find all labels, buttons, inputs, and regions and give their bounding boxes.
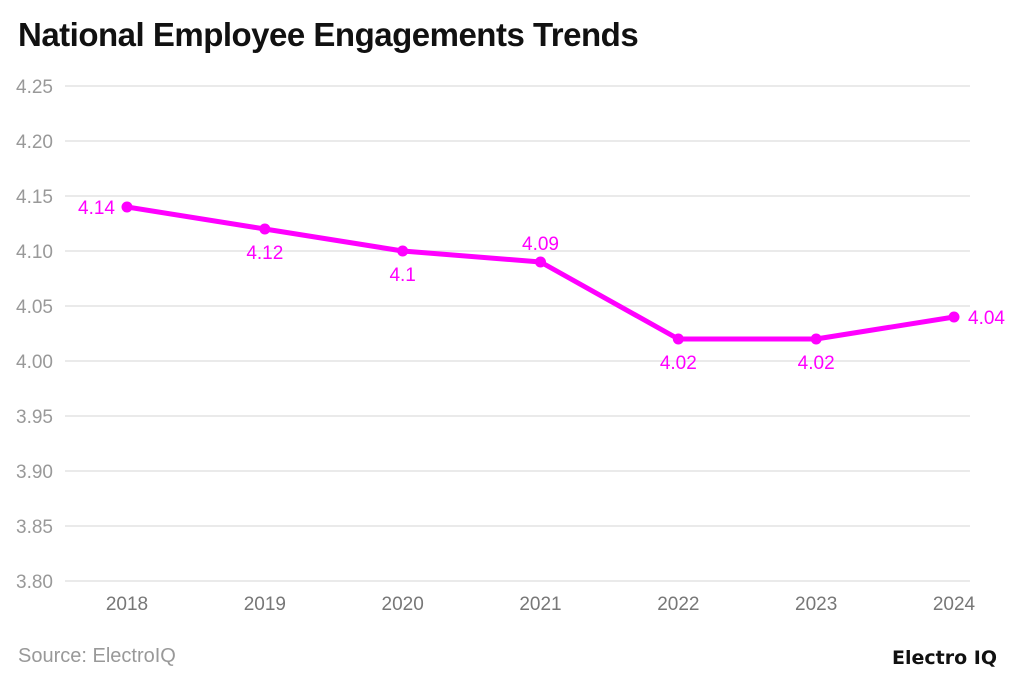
data-label: 4.12 <box>246 243 283 264</box>
x-tick-label: 2024 <box>933 594 976 615</box>
data-label: 4.04 <box>968 308 1005 329</box>
data-point <box>535 256 546 268</box>
y-tick-label: 4.20 <box>16 132 53 153</box>
x-tick-label: 2023 <box>795 594 837 615</box>
y-tick-label: 4.25 <box>16 77 53 98</box>
x-tick-label: 2018 <box>106 594 148 615</box>
chart-title: National Employee Engagements Trends <box>18 16 639 53</box>
data-label: 4.09 <box>522 234 559 255</box>
y-tick-label: 3.90 <box>16 462 53 483</box>
y-tick-label: 4.05 <box>16 297 53 318</box>
data-label: 4.02 <box>660 353 697 374</box>
y-tick-label: 3.85 <box>16 517 53 538</box>
source-note: Source: ElectroIQ <box>18 645 176 667</box>
electroiq-logo: Electro IQ <box>892 647 997 669</box>
y-tick-label: 4.15 <box>16 187 53 208</box>
y-tick-label: 3.95 <box>16 407 53 428</box>
y-tick-label: 4.10 <box>16 242 53 263</box>
x-tick-label: 2021 <box>519 594 561 615</box>
data-point <box>121 201 133 213</box>
data-point <box>672 333 684 345</box>
data-label: 4.14 <box>78 198 115 219</box>
x-tick-label: 2020 <box>382 594 424 615</box>
data-label: 4.1 <box>389 265 415 286</box>
data-point <box>397 245 409 257</box>
data-point <box>259 223 271 235</box>
x-tick-label: 2019 <box>244 594 286 615</box>
data-point <box>948 311 960 323</box>
series-line <box>126 204 955 342</box>
y-tick-label: 4.00 <box>16 352 53 373</box>
y-tick-label: 3.80 <box>16 572 53 593</box>
data-label: 4.02 <box>798 353 835 374</box>
x-tick-label: 2022 <box>657 594 699 615</box>
data-point <box>810 333 822 345</box>
